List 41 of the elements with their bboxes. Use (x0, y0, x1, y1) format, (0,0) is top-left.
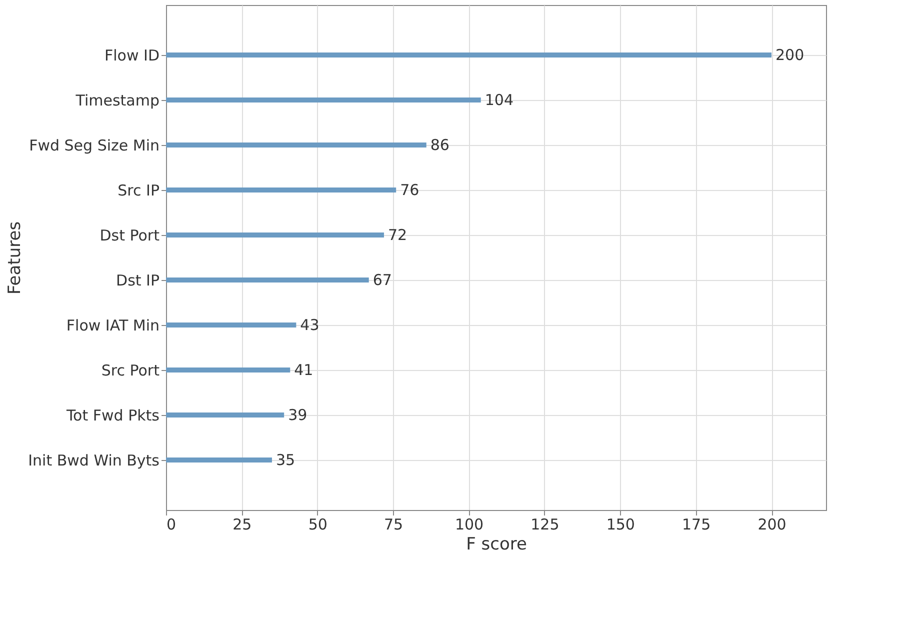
y-tick-label: Init Bwd Win Byts (28, 452, 160, 470)
x-tick-label: 150 (606, 516, 635, 534)
data-label: 76 (400, 181, 420, 199)
x-tick-label: 100 (454, 516, 484, 534)
y-tick-label: Fwd Seg Size Min (29, 136, 160, 154)
y-tick-label: Tot Fwd Pkts (65, 406, 160, 424)
bar (166, 188, 396, 192)
bar (166, 278, 369, 282)
bar (166, 232, 384, 238)
y-tick-label: Src Port (101, 362, 160, 380)
bar (166, 142, 426, 148)
x-tick-label: 50 (308, 516, 328, 534)
bar (166, 52, 772, 58)
data-label: 41 (294, 361, 314, 379)
x-tick-label: 175 (682, 516, 711, 534)
data-label: 67 (372, 271, 392, 289)
y-tick-label: Flow ID (104, 46, 160, 64)
bar (166, 322, 296, 328)
data-label: 200 (776, 46, 804, 64)
x-tick-label: 75 (384, 516, 404, 534)
bar (166, 98, 481, 102)
data-label: 72 (388, 226, 408, 244)
data-label: 43 (300, 316, 320, 334)
data-label: 35 (276, 451, 296, 469)
x-tick-label: 125 (530, 516, 560, 534)
x-tick-label: 200 (758, 516, 786, 534)
y-tick-label: Src IP (118, 182, 160, 200)
y-tick-label: Flow IAT Min (66, 316, 160, 334)
bar (166, 412, 284, 418)
data-label: 104 (484, 91, 514, 109)
bar (166, 458, 272, 462)
x-axis-title: F score (466, 534, 527, 554)
bar (166, 368, 290, 372)
x-tick-label: 25 (232, 516, 252, 534)
data-label: 39 (288, 406, 308, 424)
y-tick-label: Timestamp (74, 92, 160, 110)
y-axis-title: Features (5, 221, 26, 295)
y-tick-label: Dst Port (100, 226, 160, 244)
y-tick-label: Dst IP (116, 272, 160, 290)
x-tick-label: 0 (166, 516, 176, 534)
data-label: 86 (430, 136, 450, 154)
